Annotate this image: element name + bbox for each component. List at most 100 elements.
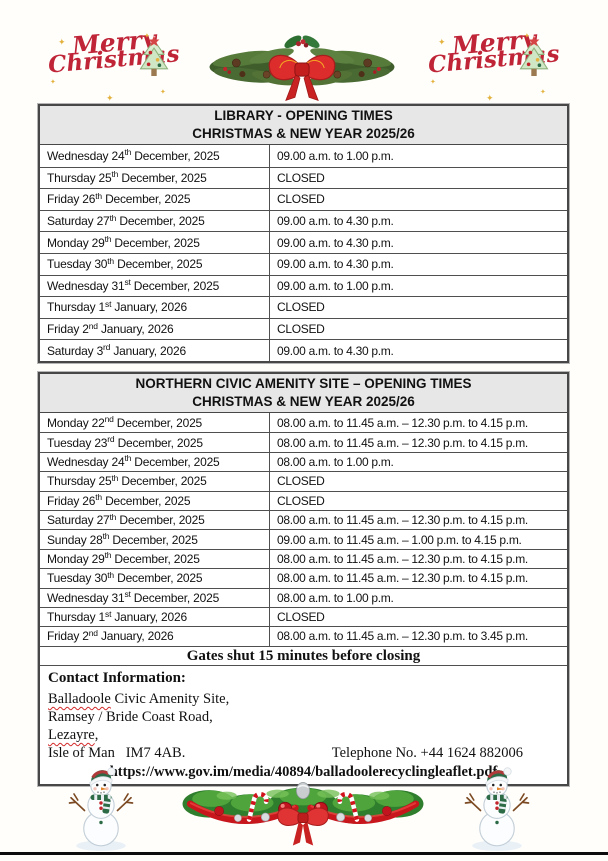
sparkle-icon: ✦: [430, 79, 436, 86]
merry-christmas-decoration-right: Merry Christmas ✦ ✦ ✦ ✦ ✦: [427, 24, 561, 110]
time-cell: CLOSED: [277, 474, 325, 489]
gates-note: Gates shut 15 minutes before closing: [40, 645, 567, 665]
time-cell: 09.00 a.m. to 4.30 p.m.: [277, 343, 394, 358]
christmas-tree-icon: [139, 35, 169, 76]
time-cell: 08.00 a.m. to 11.45 a.m. – 12.30 p.m. to…: [277, 415, 528, 430]
sparkle-icon: ✦: [106, 93, 114, 103]
bottom-rule: [0, 852, 608, 855]
contact-information-section: Contact Information: Balladoole Civic Am…: [40, 664, 567, 785]
address-line-1-rest: Civic Amenity Site,: [110, 691, 230, 708]
address-line-4: Isle of Man IM7 4AB. Telephone No. +44 1…: [48, 745, 559, 762]
library-table-header: LIBRARY - OPENING TIMES CHRISTMAS & NEW …: [40, 106, 567, 145]
sparkle-icon: ✦: [58, 37, 66, 47]
library-subtitle: CHRISTMAS & NEW YEAR 2025/26: [192, 126, 415, 141]
leaflet-url: https://www.gov.im/media/40894/balladool…: [109, 763, 498, 780]
time-cell: CLOSED: [277, 300, 325, 315]
garland-icon: [209, 35, 395, 101]
amenity-table-header: NORTHERN CIVIC AMENITY SITE – OPENING TI…: [40, 374, 567, 413]
time-cell: 08.00 a.m. to 11.45 a.m. – 12.30 p.m. to…: [277, 513, 528, 528]
amenity-subtitle: CHRISTMAS & NEW YEAR 2025/26: [192, 394, 415, 409]
time-cell: 09.00 a.m. to 11.45 a.m. – 1.00 p.m. to …: [277, 532, 522, 547]
garland-bow-decoration-top: [206, 26, 398, 106]
sparkle-icon: ✦: [524, 33, 530, 40]
spellcheck-word: Balladoole: [48, 691, 111, 708]
amenity-site-opening-times-table: NORTHERN CIVIC AMENITY SITE – OPENING TI…: [37, 370, 570, 788]
sparkle-icon: ✦: [438, 37, 446, 47]
merry-christmas-decoration-left: Merry Christmas ✦ ✦ ✦ ✦ ✦: [47, 24, 181, 110]
sparkle-icon: ✦: [540, 89, 546, 96]
library-title: LIBRARY - OPENING TIMES: [214, 108, 393, 123]
time-cell: 08.00 a.m. to 1.00 p.m.: [277, 590, 394, 605]
time-cell: CLOSED: [277, 170, 325, 185]
time-cell: 09.00 a.m. to 1.00 p.m.: [277, 148, 394, 163]
contact-heading: Contact Information:: [48, 669, 186, 686]
time-cell: CLOSED: [277, 192, 325, 207]
garland-icon: [182, 782, 424, 846]
time-cell: 09.00 a.m. to 4.30 p.m.: [277, 214, 394, 229]
sparkle-icon: ✦: [50, 79, 56, 86]
telephone-number: Telephone No. +44 1624 882006: [331, 745, 523, 762]
time-cell: 09.00 a.m. to 1.00 p.m.: [277, 278, 394, 293]
spellcheck-word: Lezayre: [48, 727, 95, 744]
time-cell: 08.00 a.m. to 1.00 p.m.: [277, 454, 394, 469]
snowman-decoration-right: [458, 764, 536, 854]
time-cell: 09.00 a.m. to 4.30 p.m.: [277, 235, 394, 250]
snowman-decoration-left: [62, 764, 140, 854]
time-cell: 08.00 a.m. to 11.45 a.m. – 12.30 p.m. to…: [277, 571, 528, 586]
amenity-title: NORTHERN CIVIC AMENITY SITE – OPENING TI…: [135, 376, 472, 391]
snowman-icon: [68, 767, 134, 851]
library-opening-times-table: LIBRARY - OPENING TIMES CHRISTMAS & NEW …: [37, 103, 570, 364]
address-line-2: Ramsey / Bride Coast Road,: [48, 709, 213, 726]
time-cell: 08.00 a.m. to 11.45 a.m. – 12.30 p.m. to…: [277, 435, 528, 450]
time-cell: 09.00 a.m. to 4.30 p.m.: [277, 257, 394, 272]
address-line-1: Balladoole Civic Amenity Site,: [48, 691, 559, 708]
address-line-3-rest: ,: [94, 727, 99, 744]
postcode-text: Isle of Man IM7 4AB.: [48, 745, 186, 762]
time-cell: 08.00 a.m. to 11.45 a.m. – 12.30 p.m. to…: [277, 551, 528, 566]
christmas-tree-icon: [519, 35, 549, 76]
sparkle-icon: ✦: [144, 33, 150, 40]
time-cell: 08.00 a.m. to 11.45 a.m. – 12.30 p.m. to…: [277, 629, 528, 644]
